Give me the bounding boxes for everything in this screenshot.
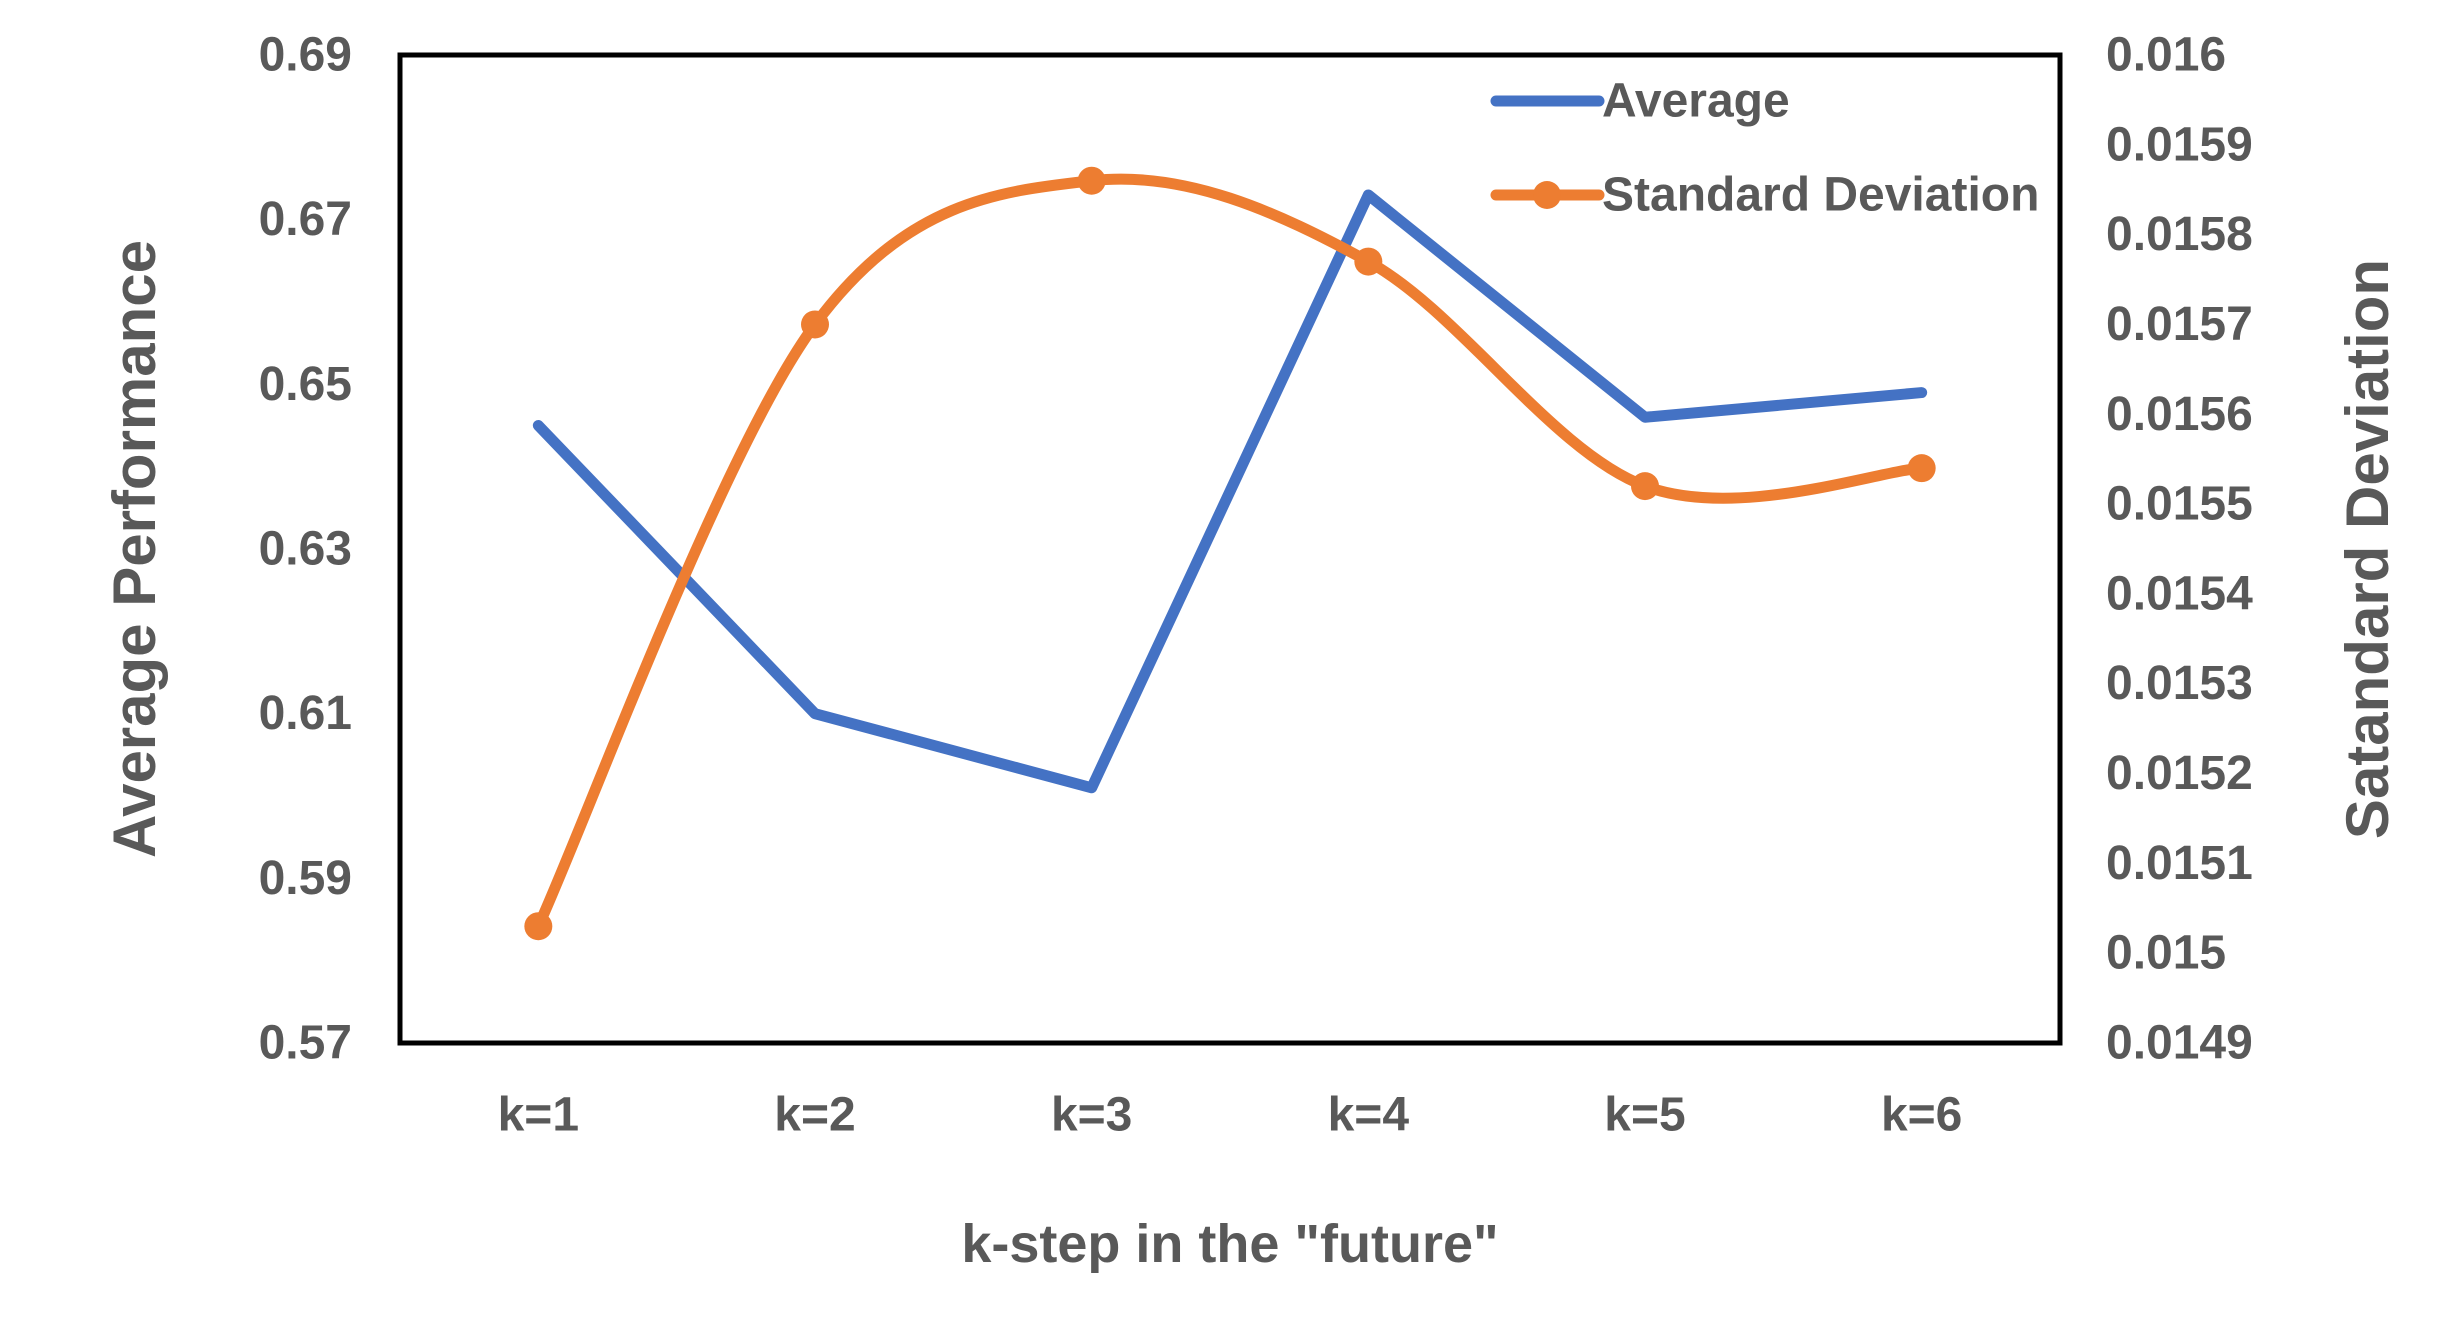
x-axis-tick-label: k=3 (1051, 1089, 1132, 1142)
x-axis-title: k-step in the "future" (961, 1214, 1498, 1274)
right-axis-tick-label: 0.0154 (2106, 567, 2253, 620)
x-axis-tick-label: k=4 (1328, 1089, 1410, 1142)
standard-deviation-marker (1354, 247, 1383, 276)
left-axis-title: Average Performance (101, 240, 168, 858)
right-axis-tick-label: 0.016 (2106, 29, 2226, 82)
left-axis-tick-label: 0.57 (259, 1017, 352, 1070)
left-axis-tick-label: 0.65 (259, 358, 352, 411)
right-axis-tick-label: 0.0153 (2106, 657, 2253, 710)
left-axis-tick-label: 0.59 (259, 852, 352, 905)
right-axis-title: Satandard Deviation (2334, 259, 2401, 839)
left-axis-ticks: 0.69 0.67 0.65 0.63 0.61 0.59 0.57 (259, 29, 352, 1070)
x-axis-tick-label: k=1 (498, 1089, 579, 1142)
standard-deviation-marker (1631, 472, 1659, 501)
x-axis-tick-label: k=6 (1881, 1089, 1962, 1142)
right-axis-tick-label: 0.015 (2106, 927, 2226, 980)
x-axis-category-labels: k=1 k=2 k=3 k=4 k=5 k=6 (498, 1089, 1963, 1142)
series-layer (524, 166, 1936, 941)
right-axis-tick-label: 0.0158 (2106, 208, 2253, 261)
right-axis-tick-label: 0.0152 (2106, 747, 2253, 800)
legend-entry-average: Average (1490, 75, 1790, 128)
right-axis-tick-label: 0.0156 (2106, 388, 2253, 441)
legend: Average Standard Deviation (1490, 75, 2039, 222)
standard-deviation-legend-marker (1533, 181, 1561, 209)
right-axis-tick-label: 0.0151 (2106, 837, 2253, 890)
plot-border (397, 52, 2063, 1046)
right-axis-tick-label: 0.0155 (2106, 478, 2253, 531)
right-axis-tick-label: 0.0159 (2106, 118, 2253, 171)
standard-deviation-marker (524, 912, 553, 941)
left-axis-tick-label: 0.67 (259, 193, 352, 246)
average-line (532, 189, 1928, 794)
standard-deviation-marker (801, 310, 829, 339)
x-axis-tick-label: k=5 (1604, 1089, 1685, 1142)
standard-deviation-marker (1077, 166, 1106, 195)
right-axis-ticks: 0.016 0.0159 0.0158 0.0157 0.0156 0.0155 0.015… (2106, 29, 2253, 1070)
right-axis-tick-label: 0.0157 (2106, 298, 2253, 351)
x-axis-tick-label: k=2 (774, 1089, 855, 1142)
standard-deviation-marker (1907, 454, 1936, 483)
standard-deviation-line (532, 173, 1928, 932)
left-axis-tick-label: 0.61 (259, 687, 352, 740)
right-axis-tick-label: 0.0149 (2106, 1017, 2253, 1070)
left-axis-tick-label: 0.69 (259, 29, 352, 82)
left-axis-tick-label: 0.63 (259, 523, 352, 576)
legend-entry-standard-deviation: Standard Deviation (1490, 169, 2039, 222)
legend-label-standard-deviation: Standard Deviation (1602, 169, 2039, 222)
legend-label-average: Average (1602, 75, 1790, 128)
